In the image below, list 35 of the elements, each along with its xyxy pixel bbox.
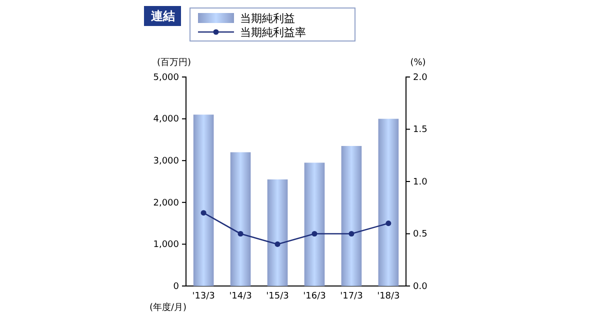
bar [341,146,362,286]
y2-tick-label: 1.5 [413,125,428,136]
y-tick-label: 2,000 [153,198,180,208]
x-tick-label: '16/3 [303,291,326,302]
x-tick-label: '17/3 [340,291,363,302]
point [238,230,244,237]
y-tick-label: 0 [173,282,180,292]
bar [304,162,325,286]
y2-axis-title: (%) [410,58,426,68]
bar [378,118,399,286]
y2-tick-label: 1.0 [413,177,428,188]
y-tick-label: 4,000 [153,114,180,125]
point [312,230,318,237]
chart-title: 連結 [150,9,175,23]
legend-label: 当期純利益率 [240,26,306,39]
legend-label: 当期純利益 [240,12,295,25]
point [274,241,280,247]
bar [230,152,251,286]
x-axis-title: (年度/月) [149,302,187,313]
x-tick-label: '14/3 [229,291,252,302]
y-axis-title: (百万円) [156,58,192,68]
bar [193,114,214,286]
point [348,230,354,237]
y-tick-label: 1,000 [153,240,180,250]
x-tick-label: '13/3 [192,291,215,302]
y2-tick-label: 0.5 [413,230,428,240]
y2-tick-label: 0.0 [413,282,428,292]
bar [267,179,288,286]
y-tick-label: 5,000 [153,72,180,83]
x-tick-label: '15/3 [266,291,289,302]
point [200,210,206,216]
point [386,220,392,226]
x-tick-label: '18/3 [377,291,400,302]
y2-tick-label: 2.0 [413,72,428,83]
y-tick-label: 3,000 [153,156,180,166]
